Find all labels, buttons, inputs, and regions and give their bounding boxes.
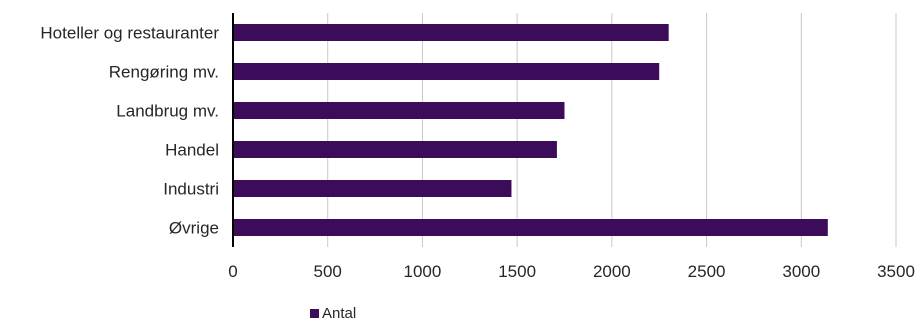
x-tick-label: 500 <box>314 262 342 281</box>
category-label: Hoteller og restauranter <box>40 24 219 43</box>
bar <box>233 219 828 236</box>
gridlines <box>327 13 897 247</box>
x-tick-label: 1500 <box>498 262 536 281</box>
x-tick-label: 2000 <box>593 262 631 281</box>
x-tick-label: 1000 <box>404 262 442 281</box>
x-tick-label: 3500 <box>877 262 915 281</box>
category-labels: Hoteller og restauranter Rengøring mv. Lan… <box>40 24 219 238</box>
category-label: Handel <box>165 141 219 160</box>
bar <box>233 24 669 41</box>
x-tick-label: 0 <box>228 262 237 281</box>
x-tick-labels: 0 500 1000 1500 2000 2500 3000 3500 <box>228 262 915 281</box>
bars <box>233 24 828 236</box>
bar <box>233 63 660 80</box>
legend: Antal <box>310 305 356 322</box>
legend-label: Antal <box>322 305 356 322</box>
legend-swatch <box>310 309 319 318</box>
x-tick-label: 3000 <box>782 262 820 281</box>
bar <box>233 141 557 158</box>
bar <box>233 102 565 119</box>
x-tick-label: 2500 <box>688 262 726 281</box>
category-label: Rengøring mv. <box>109 63 219 82</box>
category-label: Industri <box>163 180 219 199</box>
category-label: Landbrug mv. <box>116 102 219 121</box>
category-label: Øvrige <box>169 219 219 238</box>
bar <box>233 180 512 197</box>
